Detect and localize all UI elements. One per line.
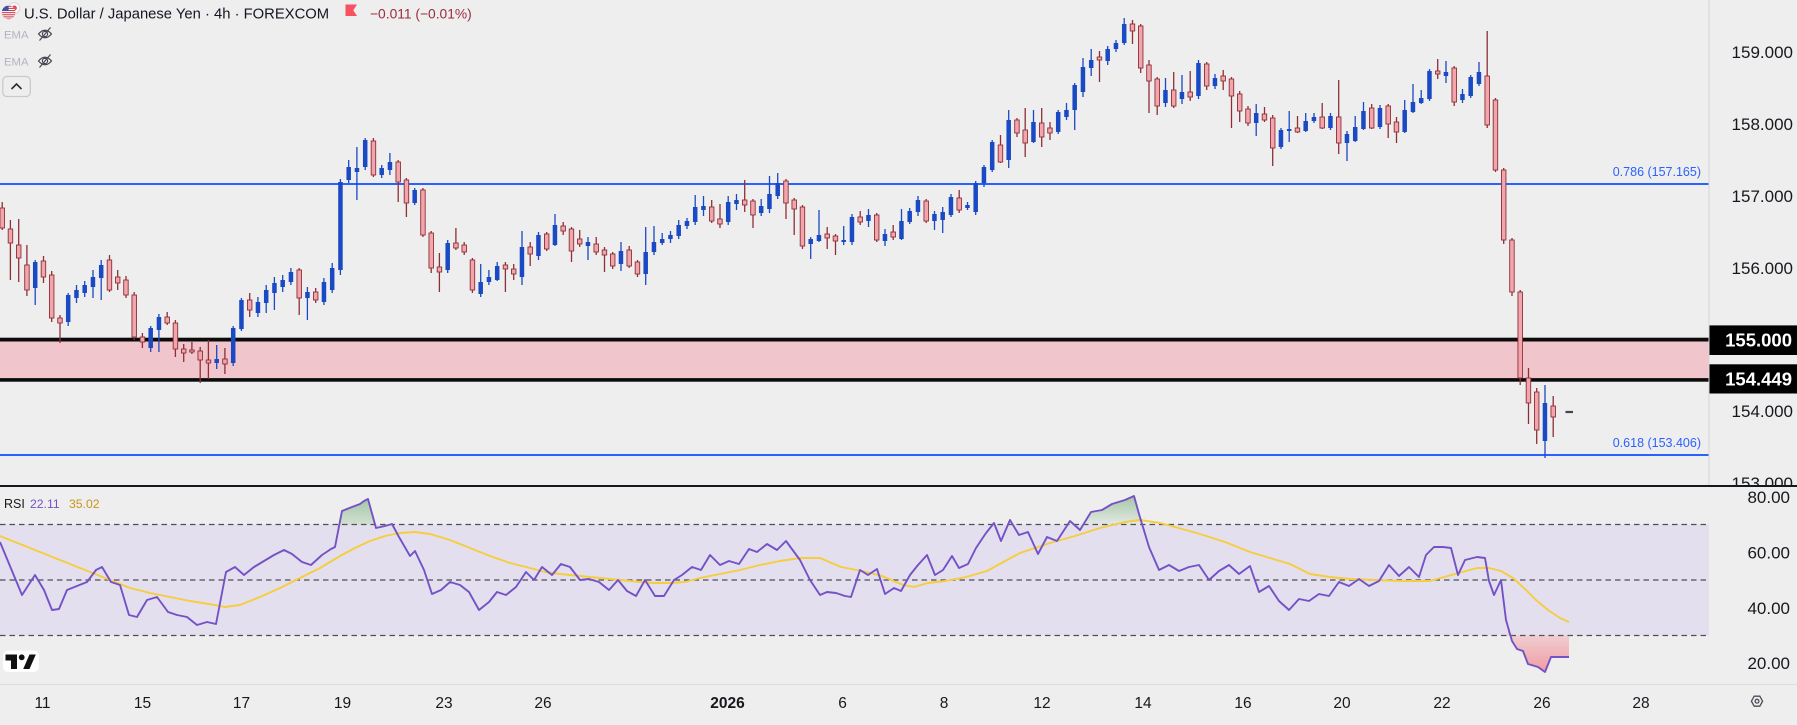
svg-text:154.449: 154.449	[1725, 369, 1792, 390]
svg-text:158.000: 158.000	[1732, 115, 1793, 134]
svg-text:11: 11	[34, 695, 50, 712]
svg-text:157.000: 157.000	[1732, 187, 1793, 206]
svg-text:159.000: 159.000	[1732, 43, 1793, 62]
svg-text:RSI: RSI	[4, 497, 25, 511]
svg-text:35.02: 35.02	[69, 497, 100, 511]
svg-text:156.000: 156.000	[1732, 259, 1793, 278]
svg-text:6: 6	[838, 695, 847, 712]
svg-text:20: 20	[1333, 695, 1351, 712]
svg-text:17: 17	[233, 695, 250, 712]
svg-text:26: 26	[1533, 695, 1550, 712]
svg-text:12: 12	[1033, 695, 1050, 712]
svg-text:80.00: 80.00	[1747, 488, 1790, 507]
svg-text:8: 8	[940, 695, 949, 712]
svg-text:0.618 (153.406): 0.618 (153.406)	[1613, 436, 1701, 450]
svg-text:0.786 (157.165): 0.786 (157.165)	[1613, 165, 1701, 179]
svg-text:15: 15	[134, 695, 151, 712]
svg-text:22: 22	[1433, 695, 1450, 712]
svg-text:154.000: 154.000	[1732, 402, 1793, 421]
svg-text:23: 23	[435, 695, 452, 712]
svg-text:EMA: EMA	[4, 57, 29, 69]
svg-text:U.S. Dollar / Japanese Yen · 4: U.S. Dollar / Japanese Yen · 4h · FOREXC…	[24, 7, 329, 23]
svg-text:26: 26	[534, 695, 551, 712]
svg-text:155.000: 155.000	[1725, 330, 1792, 351]
svg-text:14: 14	[1134, 695, 1152, 712]
svg-text:EMA: EMA	[4, 30, 29, 42]
svg-text:40.00: 40.00	[1747, 599, 1790, 618]
svg-text:20.00: 20.00	[1747, 654, 1790, 673]
svg-text:16: 16	[1234, 695, 1251, 712]
svg-text:−0.011 (−0.01%): −0.011 (−0.01%)	[370, 6, 472, 21]
svg-text:28: 28	[1632, 695, 1649, 712]
svg-text:22.11: 22.11	[30, 497, 60, 511]
svg-text:60.00: 60.00	[1747, 544, 1790, 563]
svg-text:2026: 2026	[710, 695, 745, 712]
svg-text:19: 19	[334, 695, 351, 712]
